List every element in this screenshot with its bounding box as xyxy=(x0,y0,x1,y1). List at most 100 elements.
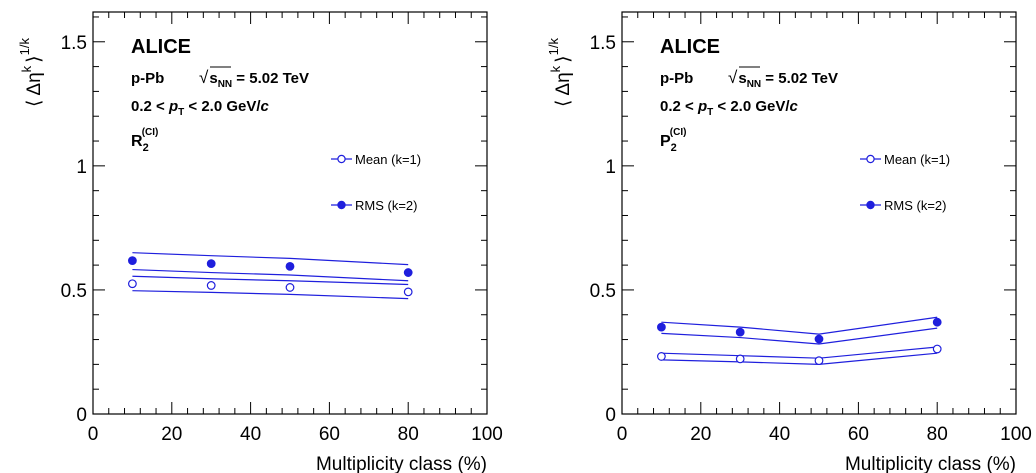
x-tick-label: 100 xyxy=(471,424,503,445)
x-tick-label: 20 xyxy=(161,424,182,445)
data-point xyxy=(657,352,666,361)
x-tick-label: 40 xyxy=(240,424,261,445)
observable-symbol: P xyxy=(660,133,671,150)
observable-sub: 2 xyxy=(671,142,677,154)
system-label: p-Pb xyxy=(131,70,164,87)
energy-s: s xyxy=(738,70,746,87)
y-axis-title: ⟨ Δηk ⟩1/k xyxy=(546,38,574,107)
data-point xyxy=(127,279,137,289)
pt-c: c xyxy=(261,98,270,115)
experiment-label: ALICE xyxy=(660,36,720,58)
pt-symbol: p xyxy=(168,98,178,115)
observable-sub: 2 xyxy=(143,142,149,154)
energy-label: √sNN = 5.02 TeV xyxy=(199,68,309,90)
uncertainty-band-lower xyxy=(661,327,938,345)
y-title-close-bracket: ⟩ xyxy=(24,55,45,62)
legend-marker xyxy=(866,200,875,210)
data-point xyxy=(403,287,413,297)
pt-symbol: p xyxy=(697,98,707,115)
observable-sup: (CI) xyxy=(142,127,159,138)
data-point xyxy=(735,327,745,337)
plot-frame xyxy=(621,11,1017,415)
y-title-open-bracket: ⟨ xyxy=(24,100,45,107)
y-axis-title: ⟨ Δηk ⟩1/k xyxy=(17,38,45,107)
y-title-power: 1/k xyxy=(546,38,561,56)
x-tick-label: 60 xyxy=(848,424,869,445)
uncertainty-band-upper xyxy=(132,252,409,266)
y-tick-label: 1.5 xyxy=(61,33,87,54)
data-point xyxy=(127,256,137,266)
x-tick-label: 80 xyxy=(927,424,948,445)
series-rms xyxy=(657,316,942,345)
plot-frame xyxy=(92,11,488,415)
pt-sub: T xyxy=(707,107,713,118)
y-tick-label: 0 xyxy=(605,405,616,426)
data-point xyxy=(657,322,666,332)
uncertainty-band-upper xyxy=(132,275,409,286)
y-title-delta-eta: Δη xyxy=(553,72,574,95)
energy-s: s xyxy=(209,70,217,87)
y-tick-label: 1.5 xyxy=(590,33,616,54)
y-title-delta-eta: Δη xyxy=(24,72,45,95)
legend-label: RMS (k=2) xyxy=(884,198,946,213)
uncertainty-band-upper xyxy=(661,346,938,359)
uncertainty-band-lower xyxy=(661,352,938,365)
energy-sub: NN xyxy=(218,79,232,90)
pt-suffix: < 2.0 GeV/ xyxy=(713,98,790,115)
x-tick-label: 60 xyxy=(319,424,340,445)
energy-label: √sNN = 5.02 TeV xyxy=(728,68,838,90)
y-tick-label: 1 xyxy=(76,157,87,178)
data-point xyxy=(403,268,413,277)
series-mean xyxy=(127,275,413,300)
y-title-open-bracket: ⟨ xyxy=(553,100,574,107)
series-rms xyxy=(127,252,413,282)
x-tick-label: 0 xyxy=(88,424,99,445)
legend-marker xyxy=(866,154,875,164)
sqrt-symbol: √ xyxy=(199,68,209,87)
observable-label: R2 (CI) xyxy=(131,127,158,154)
data-point xyxy=(814,356,824,366)
x-axis-title: Multiplicity class (%) xyxy=(845,454,1016,473)
x-tick-label: 40 xyxy=(769,424,790,445)
uncertainty-band-lower xyxy=(132,268,409,282)
pt-sub: T xyxy=(178,107,184,118)
x-tick-label: 100 xyxy=(1000,424,1032,445)
y-title-close-bracket: ⟩ xyxy=(553,55,574,62)
pt-c: c xyxy=(790,98,799,115)
energy-value: = 5.02 TeV xyxy=(761,70,838,87)
observable-sup: (CI) xyxy=(670,127,687,138)
x-tick-label: 80 xyxy=(398,424,419,445)
y-title-k: k xyxy=(548,65,563,72)
experiment-label: ALICE xyxy=(131,36,191,58)
chart-panel-1: 0 20 40 60 80 100 0 0.5 1 1.5 Multiplicity class (… xyxy=(17,11,503,473)
system-label: p-Pb xyxy=(660,70,693,87)
legend-label: Mean (k=1) xyxy=(355,152,421,167)
y-tick-label: 1 xyxy=(605,157,616,178)
chart-panel-2: 0 20 40 60 80 100 0 0.5 1 1.5 Multiplicity class (… xyxy=(546,11,1032,473)
legend-label: Mean (k=1) xyxy=(884,152,950,167)
data-point xyxy=(206,259,216,269)
data-point xyxy=(206,281,216,290)
observable-symbol: R xyxy=(131,133,143,150)
data-point xyxy=(932,317,942,327)
legend-marker xyxy=(337,154,346,164)
energy-sub: NN xyxy=(747,79,761,90)
sqrt-symbol: √ xyxy=(728,68,738,87)
x-tick-label: 20 xyxy=(690,424,711,445)
pt-range-label: 0.2 < pT < 2.0 GeV/c xyxy=(131,98,270,118)
uncertainty-band-lower xyxy=(132,290,409,300)
pt-prefix: 0.2 < xyxy=(660,98,698,115)
data-point xyxy=(814,334,824,344)
y-tick-label: 0.5 xyxy=(61,281,87,302)
legend-label: RMS (k=2) xyxy=(355,198,417,213)
legend-marker xyxy=(337,200,346,210)
y-tick-label: 0 xyxy=(76,405,87,426)
series-mean xyxy=(657,344,942,366)
energy-value: = 5.02 TeV xyxy=(232,70,309,87)
pt-range-label: 0.2 < pT < 2.0 GeV/c xyxy=(660,98,799,118)
pt-prefix: 0.2 < xyxy=(131,98,169,115)
pt-suffix: < 2.0 GeV/ xyxy=(184,98,261,115)
data-point xyxy=(285,283,295,292)
data-point xyxy=(932,344,942,354)
